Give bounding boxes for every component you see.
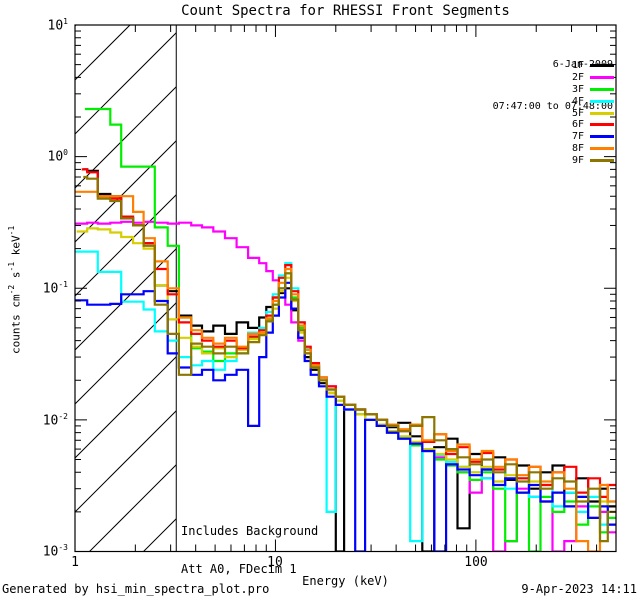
legend-item-8f: 8F: [572, 143, 614, 155]
legend-label-1f: 1F: [571, 60, 584, 72]
axis-ticks: [74, 24, 616, 552]
legend-swatch-6f: [590, 123, 614, 127]
legend-label-4f: 4F: [571, 95, 584, 107]
legend-item-2f: 2F: [572, 72, 614, 84]
series-path-7f: [75, 281, 616, 552]
series-curves: [75, 107, 616, 552]
observation-time-range: 07:47:00 to 07:48:00: [492, 101, 613, 112]
page-title: Count Spectra for RHESSI Front Segments: [181, 3, 510, 19]
annotation-background: Includes Background: [181, 524, 319, 538]
legend-item-9f: 9F: [572, 154, 614, 166]
generation-timestamp: 9-Apr-2023 14:11: [521, 582, 637, 596]
legend-item-1f: 1F: [572, 60, 614, 72]
legend-swatch-8f: [590, 146, 614, 150]
x-axis-title: Energy (keV): [302, 574, 389, 588]
legend-label-9f: 9F: [571, 154, 584, 166]
generated-by-text: Generated by hsi_min_spectra_plot.pro: [2, 582, 270, 596]
hatch-region: [75, 25, 177, 552]
series-path-5f: [76, 227, 616, 526]
legend-label-8f: 8F: [571, 142, 584, 154]
x-tick-label-100: 100: [464, 555, 488, 570]
y-tick-label-10e1: 101: [47, 17, 68, 34]
series-path-4f: [75, 250, 616, 543]
legend-item-4f: 4F: [572, 95, 614, 107]
plot-annotation: Includes Background Att A0, FDecim 1: [181, 500, 318, 600]
legend-item-5f: 5F: [572, 107, 614, 119]
y-tick-label-10e-2: 10-2: [42, 412, 68, 429]
legend-swatch-2f: [590, 76, 614, 80]
x-tick-label-1: 1: [71, 555, 79, 570]
legend-swatch-5f: [590, 111, 614, 115]
x-tick-label-10: 10: [267, 555, 283, 570]
series-path-6f: [81, 168, 616, 498]
legend-item-6f: 6F: [572, 119, 614, 131]
legend-label-5f: 5F: [571, 107, 584, 119]
series-path-2f: [75, 220, 616, 552]
legend-swatch-3f: [590, 87, 614, 91]
y-axis-title: counts cm-2 s-1 keV-1: [7, 225, 23, 355]
legend-swatch-7f: [590, 135, 614, 139]
legend-label-3f: 3F: [571, 83, 584, 95]
legend-label-2f: 2F: [571, 72, 584, 84]
series-path-9f: [83, 175, 616, 543]
legend-swatch-4f: [590, 99, 614, 103]
observation-date: 6-Jan-2009: [552, 59, 613, 70]
observation-time: 6-Jan-2009 07:47:00 to 07:48:00: [493, 30, 613, 142]
legend-item-3f: 3F: [572, 84, 614, 96]
legend-item-7f: 7F: [572, 131, 614, 143]
y-tick-label-10e-1: 10-1: [42, 280, 68, 297]
legend-swatch-9f: [590, 158, 614, 162]
y-tick-label-10e0: 100: [47, 148, 68, 165]
annotation-attenuator: Att A0, FDecim 1: [181, 561, 297, 576]
legend-label-7f: 7F: [571, 131, 584, 143]
legend-swatch-1f: [590, 64, 614, 68]
y-tick-label-10e-3: 10-3: [42, 543, 68, 560]
legend: 1F 2F 3F 4F 5F 6F 7F 8F 9F: [572, 60, 614, 166]
legend-label-6f: 6F: [571, 119, 584, 131]
